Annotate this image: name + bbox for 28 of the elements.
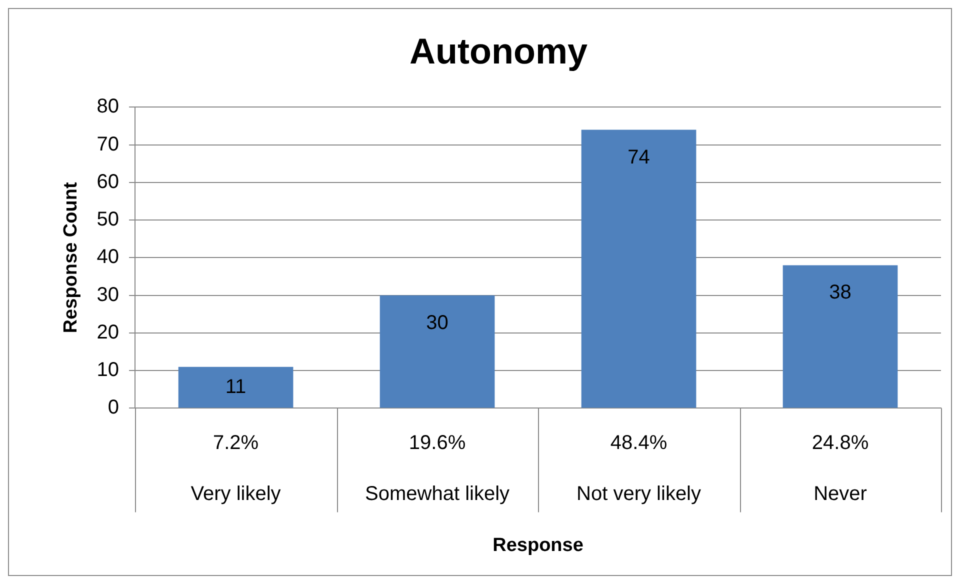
chart-title: Autonomy: [410, 30, 588, 72]
x-tick-label: Never: [814, 483, 868, 506]
x-axis-title: Response: [492, 534, 584, 556]
x-tick-label: Somewhat likely: [365, 483, 510, 506]
bar: [782, 265, 898, 408]
text: 48.4%: [610, 432, 668, 454]
y-tick-label: 80: [96, 96, 120, 118]
bar: [380, 295, 495, 408]
y-tick-label: 0: [108, 396, 120, 419]
y-tick-label: 20: [96, 321, 120, 344]
y-tick-label: 50: [96, 208, 120, 231]
y-tick-label: 70: [96, 133, 120, 156]
data-label: 38: [829, 282, 852, 304]
y-tick-label: 40: [96, 246, 120, 268]
data-label: 11: [225, 376, 246, 398]
bar: [178, 366, 294, 408]
data-label: 74: [628, 146, 650, 168]
y-tick-label: 30: [96, 284, 120, 306]
y-axis-title: Response Count: [60, 182, 82, 334]
data-label: 30: [426, 312, 448, 334]
text: 7.2%: [212, 432, 259, 454]
x-tick-label: Very likely: [190, 483, 281, 506]
y-tick-label: 60: [96, 170, 120, 193]
bar: [581, 130, 696, 408]
text: 24.8%: [812, 432, 869, 454]
y-tick-label: 10: [96, 359, 120, 382]
text: 19.6%: [408, 432, 466, 454]
x-tick-label: Not very likely: [576, 483, 702, 506]
